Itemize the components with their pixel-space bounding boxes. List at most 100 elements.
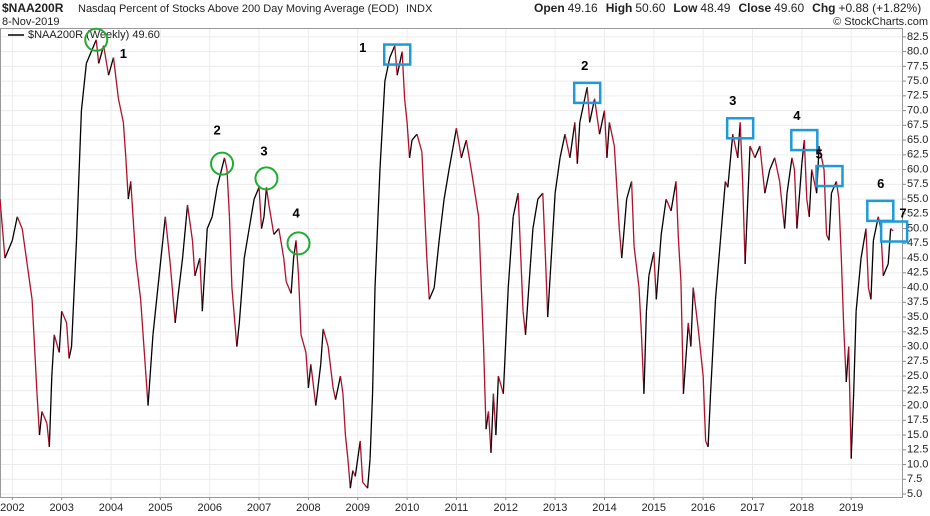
line-segment [621, 199, 628, 259]
line-segment [144, 370, 149, 406]
line-segment [243, 228, 250, 259]
line-segment [645, 275, 650, 312]
line-segment [811, 169, 818, 194]
x-tick-label: 2002 [0, 502, 24, 514]
x-tick-label: 2010 [395, 502, 419, 514]
line-segment [606, 122, 611, 158]
annotation-circle [286, 231, 311, 256]
line-segment [70, 240, 78, 347]
line-segment [569, 122, 576, 158]
x-tick-label: 2018 [790, 502, 814, 514]
line-segment [559, 134, 566, 158]
line-segment [640, 334, 645, 394]
y-tick-label: 67.5 [907, 119, 928, 131]
line-segment [495, 376, 500, 436]
line-segment [719, 181, 727, 241]
line-segment [130, 181, 137, 259]
line-segment [320, 328, 324, 365]
line-segment [670, 181, 677, 211]
annotation-label: 7 [899, 205, 906, 220]
line-segment [263, 187, 268, 217]
line-segment [774, 157, 781, 182]
line-segment [278, 228, 285, 259]
line-segment [702, 376, 707, 441]
y-tick-label: 27.5 [907, 355, 928, 367]
annotation-box [815, 164, 844, 188]
y-tick-label: 45.0 [907, 252, 928, 264]
line-segment [460, 139, 467, 158]
annotation-label: 1 [120, 46, 127, 61]
exchange: INDX [406, 3, 433, 15]
line-segment [290, 258, 295, 294]
line-segment [653, 252, 657, 300]
line-segment [665, 198, 672, 212]
line-segment [519, 252, 524, 312]
x-tick-label: 2005 [148, 502, 172, 514]
line-segment [855, 258, 862, 312]
line-segment [305, 352, 310, 388]
x-tick-label: 2019 [839, 502, 863, 514]
line-segment [759, 145, 766, 194]
line-segment [164, 216, 171, 265]
y-tick-label: 62.5 [907, 149, 928, 161]
line-segment [421, 151, 428, 259]
y-tick-label: 22.5 [907, 385, 928, 397]
line-segment [850, 393, 855, 459]
line-segment [633, 246, 640, 288]
line-segment [433, 240, 440, 288]
line-segment [231, 287, 238, 347]
line-segment [470, 169, 480, 217]
line-segment [482, 346, 487, 430]
line-segment [778, 181, 786, 229]
chart-title: Nasdaq Percent of Stocks Above 200 Day M… [78, 3, 399, 15]
line-segment [332, 387, 337, 400]
line-segment [359, 440, 364, 483]
line-segment [882, 263, 889, 277]
line-segment [791, 157, 796, 170]
line-segment [174, 299, 179, 324]
line-segment [692, 287, 699, 329]
line-segment [152, 287, 159, 335]
y-tick-label: 35.0 [907, 311, 928, 323]
line-segment [48, 376, 53, 447]
annotation-box [725, 117, 755, 140]
line-segment [107, 57, 115, 76]
line-segment [53, 334, 60, 353]
y-tick-label: 32.5 [907, 326, 928, 338]
y-tick-label: 12.5 [907, 444, 928, 456]
line-segment [783, 193, 788, 229]
annotation-label: 5 [815, 146, 822, 161]
y-tick-label: 47.5 [907, 237, 928, 249]
quote-value: 48.49 [700, 1, 730, 15]
line-segment [853, 311, 857, 394]
annotation-label: 3 [260, 143, 267, 158]
line-segment [4, 240, 13, 259]
line-segment [648, 252, 655, 276]
line-segment [532, 198, 539, 229]
line-segment [122, 122, 127, 158]
credit: © StockCharts.com [833, 16, 928, 28]
line-segment [285, 281, 292, 294]
y-tick-label: 5.0 [907, 488, 922, 500]
line-segment [112, 57, 120, 99]
line-segment [714, 240, 722, 300]
line-segment [51, 334, 55, 377]
line-segment [157, 240, 164, 288]
line-segment [349, 470, 354, 489]
line-segment [238, 258, 245, 324]
annotation-label: 4 [793, 108, 801, 123]
line-segment [75, 110, 83, 241]
line-segment [796, 163, 803, 229]
line-segment [0, 199, 6, 259]
line-segment [887, 228, 892, 265]
y-tick-label: 20.0 [907, 399, 928, 411]
y-tick-label: 40.0 [907, 281, 928, 293]
line-segment [542, 193, 546, 253]
annotation-label: 6 [877, 176, 884, 191]
x-tick-label: 2008 [296, 502, 320, 514]
line-segment [564, 134, 571, 158]
y-tick-label: 52.5 [907, 208, 928, 220]
quote-value: 49.16 [568, 1, 598, 15]
line-segment [339, 375, 344, 394]
annotation-box [382, 43, 412, 66]
